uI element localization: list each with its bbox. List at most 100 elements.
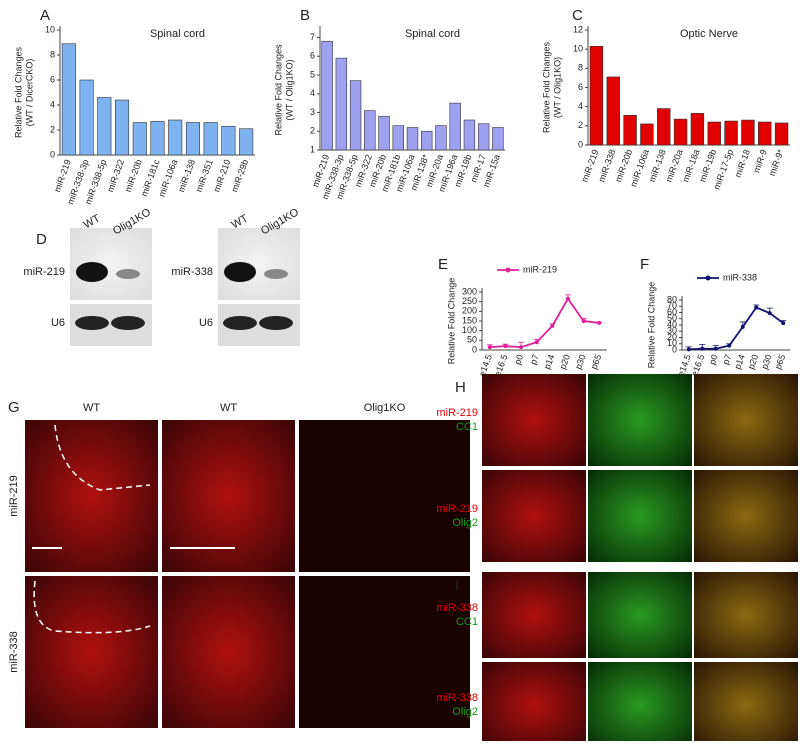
y-tick-label: 0 <box>472 344 477 354</box>
point <box>754 305 759 310</box>
y-tick-label: 4 <box>310 88 315 98</box>
y-tick-label: 10 <box>45 24 55 34</box>
control-label: U6 <box>51 317 65 329</box>
y-tick-label: 50 <box>467 335 477 345</box>
bar <box>640 123 654 146</box>
legend-label: miR-219 <box>523 264 557 274</box>
band <box>76 262 108 282</box>
legend-marker <box>505 267 511 273</box>
band <box>224 262 256 282</box>
band <box>116 269 140 279</box>
x-tick-label: p30 <box>759 353 774 371</box>
bar <box>392 125 404 151</box>
bar <box>150 120 165 156</box>
stain-label: CC1 <box>456 421 478 433</box>
y-tick-label: 20 <box>667 332 677 342</box>
bar <box>321 40 333 151</box>
bar <box>463 119 476 151</box>
bar <box>657 108 671 146</box>
x-tick-label: p65 <box>773 353 788 371</box>
micrograph <box>482 470 586 562</box>
chart-title: Spinal cord <box>150 28 205 40</box>
chart-title: Spinal cord <box>405 28 460 40</box>
legend-marker <box>705 275 711 281</box>
point <box>581 319 586 323</box>
column-label: WT <box>83 402 100 414</box>
bar <box>435 125 447 151</box>
section-image <box>299 420 470 572</box>
bar <box>406 127 419 151</box>
bar <box>349 80 362 151</box>
section-image <box>162 420 295 572</box>
point <box>700 346 705 351</box>
y-tick-label: 300 <box>462 286 477 296</box>
y-axis-label: (WT / Olig1KO) <box>552 57 562 118</box>
row-label: miR-219 <box>8 475 20 517</box>
bar <box>421 130 433 151</box>
bar <box>97 97 112 156</box>
panel-label: I <box>455 577 459 594</box>
point <box>767 311 772 316</box>
point <box>565 296 570 301</box>
bar <box>606 76 620 146</box>
micrograph <box>588 662 692 746</box>
y-tick-label: 12 <box>573 24 583 34</box>
boundary <box>54 424 151 491</box>
y-tick-label: 7 <box>310 32 315 42</box>
bar <box>724 120 738 146</box>
bar <box>61 43 76 156</box>
point <box>503 344 508 349</box>
y-tick-label: 0 <box>578 139 583 149</box>
point <box>550 323 555 328</box>
chart-title: Optic Nerve <box>680 28 738 40</box>
y-tick-label: 4 <box>578 101 583 111</box>
band <box>264 269 288 279</box>
bar <box>115 99 130 156</box>
x-tick-label: miR-29b <box>229 158 250 193</box>
panel-label: C <box>572 7 583 24</box>
y-tick-label: 0 <box>672 344 677 354</box>
stain-label: miR-338 <box>436 692 478 704</box>
y-tick-label: 80 <box>667 294 677 304</box>
y-tick-label: 6 <box>578 82 583 92</box>
band <box>259 316 293 330</box>
x-tick-label: p30 <box>573 353 588 371</box>
y-axis-label: (WT / Olig1KO) <box>284 59 294 120</box>
x-tick-label: p14 <box>732 353 747 371</box>
y-axis-label: Relative Fold Changes <box>13 46 23 138</box>
bar <box>623 114 637 146</box>
line <box>489 297 600 349</box>
section-image <box>299 576 470 728</box>
micrograph <box>694 572 798 658</box>
y-tick-label: 6 <box>50 74 55 84</box>
y-tick-label: 50 <box>667 313 677 323</box>
panel-label: H <box>455 379 466 396</box>
y-tick-label: 70 <box>667 301 677 311</box>
y-tick-label: 10 <box>573 44 583 54</box>
bar <box>477 123 490 151</box>
point <box>487 345 492 350</box>
bar <box>239 128 254 156</box>
row-label: miR-338 <box>8 631 20 673</box>
point <box>534 340 539 345</box>
y-tick-label: 150 <box>462 315 477 325</box>
y-tick-label: 5 <box>310 69 315 79</box>
bar <box>673 118 688 146</box>
micrograph <box>588 374 692 466</box>
band <box>111 316 145 330</box>
x-tick-label: p20 <box>558 353 573 371</box>
bar <box>449 102 461 151</box>
x-tick-label: p20 <box>746 353 761 371</box>
y-tick-label: 2 <box>50 124 55 134</box>
y-axis-label: Relative Fold Changes <box>541 41 551 133</box>
point <box>740 324 745 329</box>
y-tick-label: 100 <box>462 325 477 335</box>
panel-label: F <box>640 256 649 273</box>
bar <box>185 122 200 156</box>
column-label: WT <box>220 402 237 414</box>
x-tick-label: p65 <box>589 353 604 371</box>
y-tick-label: 2 <box>578 120 583 130</box>
probe-label: miR-219 <box>23 266 65 278</box>
section-image <box>25 576 158 728</box>
